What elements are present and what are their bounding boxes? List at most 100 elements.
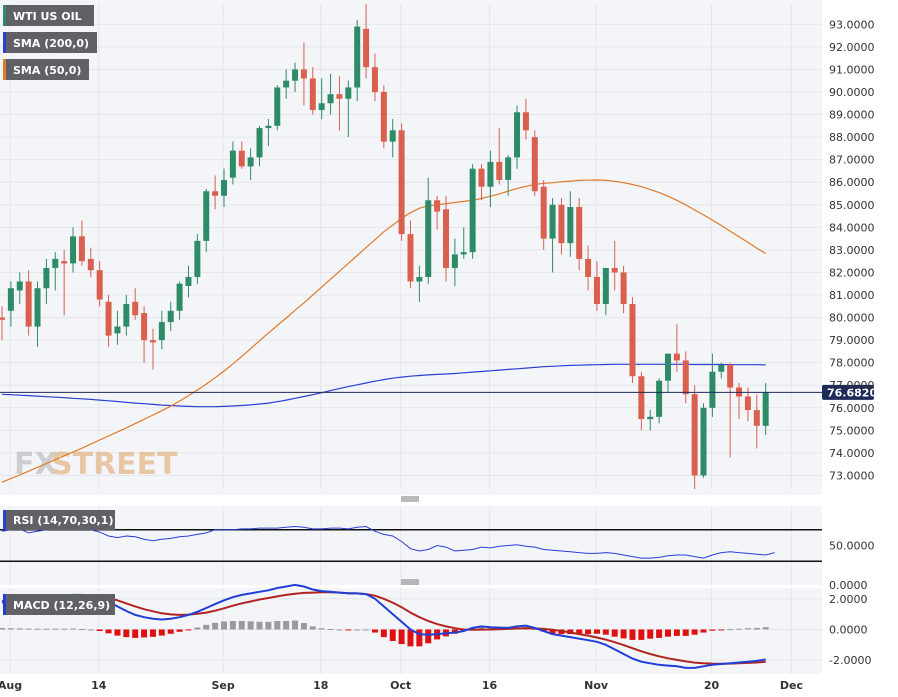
candle-down — [673, 324, 680, 372]
rsi-pane — [0, 506, 822, 585]
candle-body — [87, 258, 94, 271]
rsi-pane-splitter[interactable] — [401, 496, 419, 502]
macd-pane-splitter[interactable] — [401, 579, 419, 585]
x-tick-label: 18 — [313, 679, 328, 692]
candle-up — [718, 362, 725, 379]
legend-sma200[interactable]: SMA (200,0) — [3, 32, 97, 53]
macd-hist-bar-neg — [141, 629, 148, 638]
candle-down — [238, 141, 245, 169]
candle-up — [460, 227, 467, 259]
candle-body — [256, 128, 263, 158]
macd-hist-bar-neg — [700, 629, 707, 633]
current-price-tag: 76.6820 — [822, 384, 877, 400]
price-y-tick: 78.0000 — [829, 357, 875, 370]
candle-up — [505, 155, 512, 196]
candle-up — [762, 382, 769, 435]
price-y-tick: 80.0000 — [829, 312, 875, 325]
price-y-tick: 77.0000 — [829, 379, 875, 392]
macd-hist-bar-neg — [149, 629, 156, 637]
candle-up — [665, 353, 671, 392]
macd-y-tick: 2.0000 — [829, 593, 868, 606]
legend-rsi[interactable]: RSI (14,70,30,1) — [3, 510, 115, 530]
candle-body — [265, 125, 272, 129]
candle-down — [638, 371, 645, 431]
macd-hist-bar-pos — [25, 628, 32, 630]
macd-hist-bar-pos — [292, 620, 299, 630]
macd-hist-bar-neg — [345, 629, 352, 631]
macd-hist-bar-neg — [105, 629, 112, 634]
candle-down — [611, 240, 618, 291]
macd-hist-bar-pos — [238, 621, 245, 630]
candle-body — [354, 26, 361, 88]
candle-body — [52, 258, 59, 268]
candle-down — [691, 385, 698, 489]
macd-line — [1, 583, 766, 669]
macd-signal-line — [1, 591, 766, 665]
macd-hist-bar-neg — [371, 629, 378, 633]
macd-hist-bar-neg — [123, 629, 130, 638]
candle-down — [309, 67, 316, 115]
candle-body — [238, 150, 245, 167]
candle-body — [709, 371, 716, 408]
sma50-line — [1, 179, 767, 483]
legend-macd[interactable]: MACD (12,26,9) — [3, 594, 115, 615]
macd-hist-bar-pos — [43, 628, 50, 630]
rsi-y-tick: 50.0000 — [829, 540, 875, 553]
candle-body — [656, 380, 663, 417]
candle-body — [682, 360, 689, 395]
candle-body — [673, 353, 680, 361]
macd-hist-bar-pos — [247, 621, 254, 630]
x-tick-label: 14 — [91, 679, 107, 692]
candle-body — [380, 91, 387, 142]
candle-body — [398, 130, 405, 235]
legend-instrument[interactable]: WTI US OIL — [3, 5, 94, 26]
macd-hist-bar-neg — [425, 629, 432, 644]
price-y-tick: 85.0000 — [829, 199, 875, 212]
macd-hist-bar-neg — [593, 629, 600, 634]
candle-body — [540, 186, 547, 239]
candle-body — [514, 112, 521, 158]
candle-body — [318, 103, 325, 111]
candle-up — [354, 19, 361, 101]
candle-up — [700, 403, 707, 478]
candle-down — [0, 306, 5, 341]
candle-down — [558, 198, 565, 255]
rsi-layer — [0, 525, 822, 563]
x-tick-label: Dec — [780, 679, 803, 692]
candle-down — [398, 123, 405, 241]
sma200-line — [1, 363, 766, 408]
macd-hist-bar-neg — [158, 629, 165, 636]
macd-hist-bar-pos — [487, 627, 494, 630]
candle-down — [149, 328, 156, 370]
macd-hist-bar-pos — [87, 629, 94, 631]
candle-body — [336, 94, 343, 99]
candle-up — [283, 69, 290, 99]
candle-body — [123, 304, 130, 327]
candle-up — [327, 73, 334, 115]
candle-body — [425, 200, 432, 277]
candle-body — [96, 270, 103, 300]
candle-body — [727, 364, 734, 388]
price-y-tick: 76.0000 — [829, 402, 875, 415]
candle-body — [292, 69, 299, 81]
candle-body — [487, 161, 494, 187]
macd-hist-bar-pos — [256, 621, 263, 630]
candle-up — [70, 227, 77, 273]
candle-body — [611, 267, 618, 273]
macd-hist-bar-neg — [602, 629, 609, 635]
legend-sma50[interactable]: SMA (50,0) — [3, 59, 89, 80]
candle-body — [114, 326, 121, 334]
candle-up — [389, 119, 396, 158]
candle-body — [229, 150, 236, 178]
macd-hist-bar-neg — [585, 629, 592, 635]
candle-up — [16, 272, 23, 305]
candle-body — [620, 272, 627, 305]
macd-hist-bar-neg — [389, 629, 396, 641]
candle-down — [576, 198, 583, 271]
macd-hist-bar-neg — [416, 629, 423, 647]
macd-hist-bar-neg — [620, 629, 627, 639]
candle-body — [389, 130, 396, 142]
macd-hist-bar-pos — [762, 627, 769, 630]
candle-down — [753, 394, 760, 449]
price-y-tick: 89.0000 — [829, 109, 875, 122]
